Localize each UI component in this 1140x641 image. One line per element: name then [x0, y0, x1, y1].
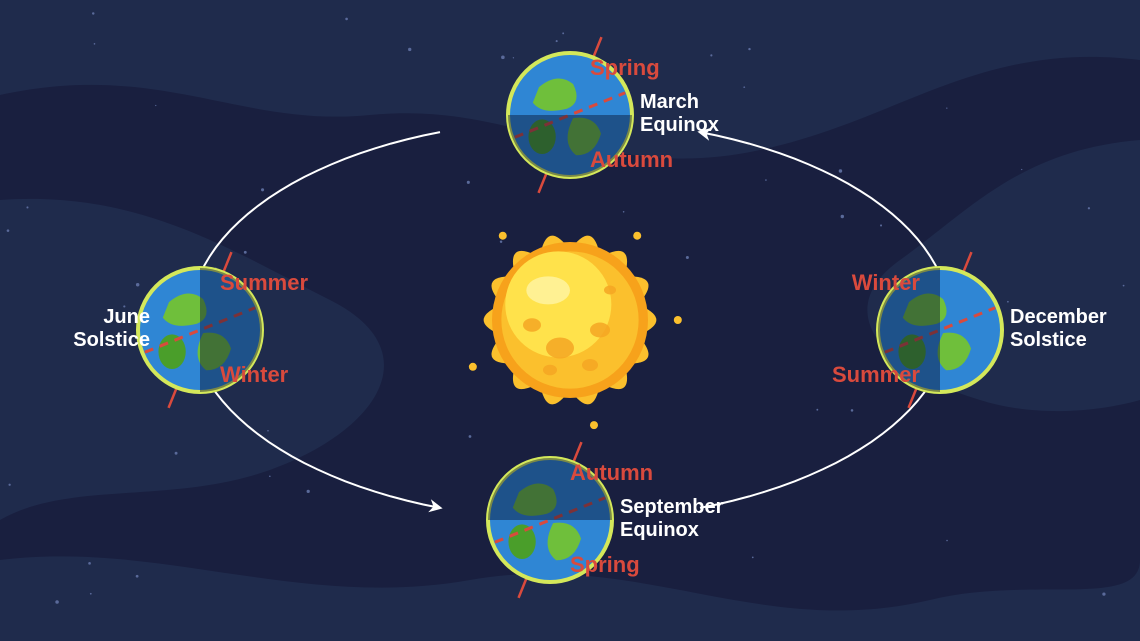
event-label-line2: Equinox: [620, 519, 760, 542]
season-label-right-season_sh: Summer: [800, 362, 920, 388]
event-label-left: JuneSolstice: [10, 306, 150, 352]
season-label-bottom-season_nh: Autumn: [570, 460, 690, 486]
event-label-line1: December: [1010, 306, 1140, 329]
event-label-right: DecemberSolstice: [1010, 306, 1140, 352]
sun: [469, 232, 682, 429]
season-label-right-season_nh: Winter: [800, 270, 920, 296]
event-label-line1: September: [620, 496, 760, 519]
season-label-top-season_sh: Autumn: [590, 147, 710, 173]
season-label-bottom-season_sh: Spring: [570, 552, 690, 578]
season-label-left-season_sh: Winter: [220, 362, 340, 388]
season-label-left-season_nh: Summer: [220, 270, 340, 296]
season-label-top-season_nh: Spring: [590, 55, 710, 81]
event-label-line1: June: [10, 306, 150, 329]
event-label-line2: Solstice: [1010, 329, 1140, 352]
event-label-line2: Equinox: [640, 114, 780, 137]
event-label-line1: March: [640, 91, 780, 114]
seasons-diagram: SpringAutumnMarchEquinoxSummerWinterJune…: [0, 0, 1140, 641]
event-label-bottom: SeptemberEquinox: [620, 496, 760, 542]
event-label-top: MarchEquinox: [640, 91, 780, 137]
event-label-line2: Solstice: [10, 329, 150, 352]
